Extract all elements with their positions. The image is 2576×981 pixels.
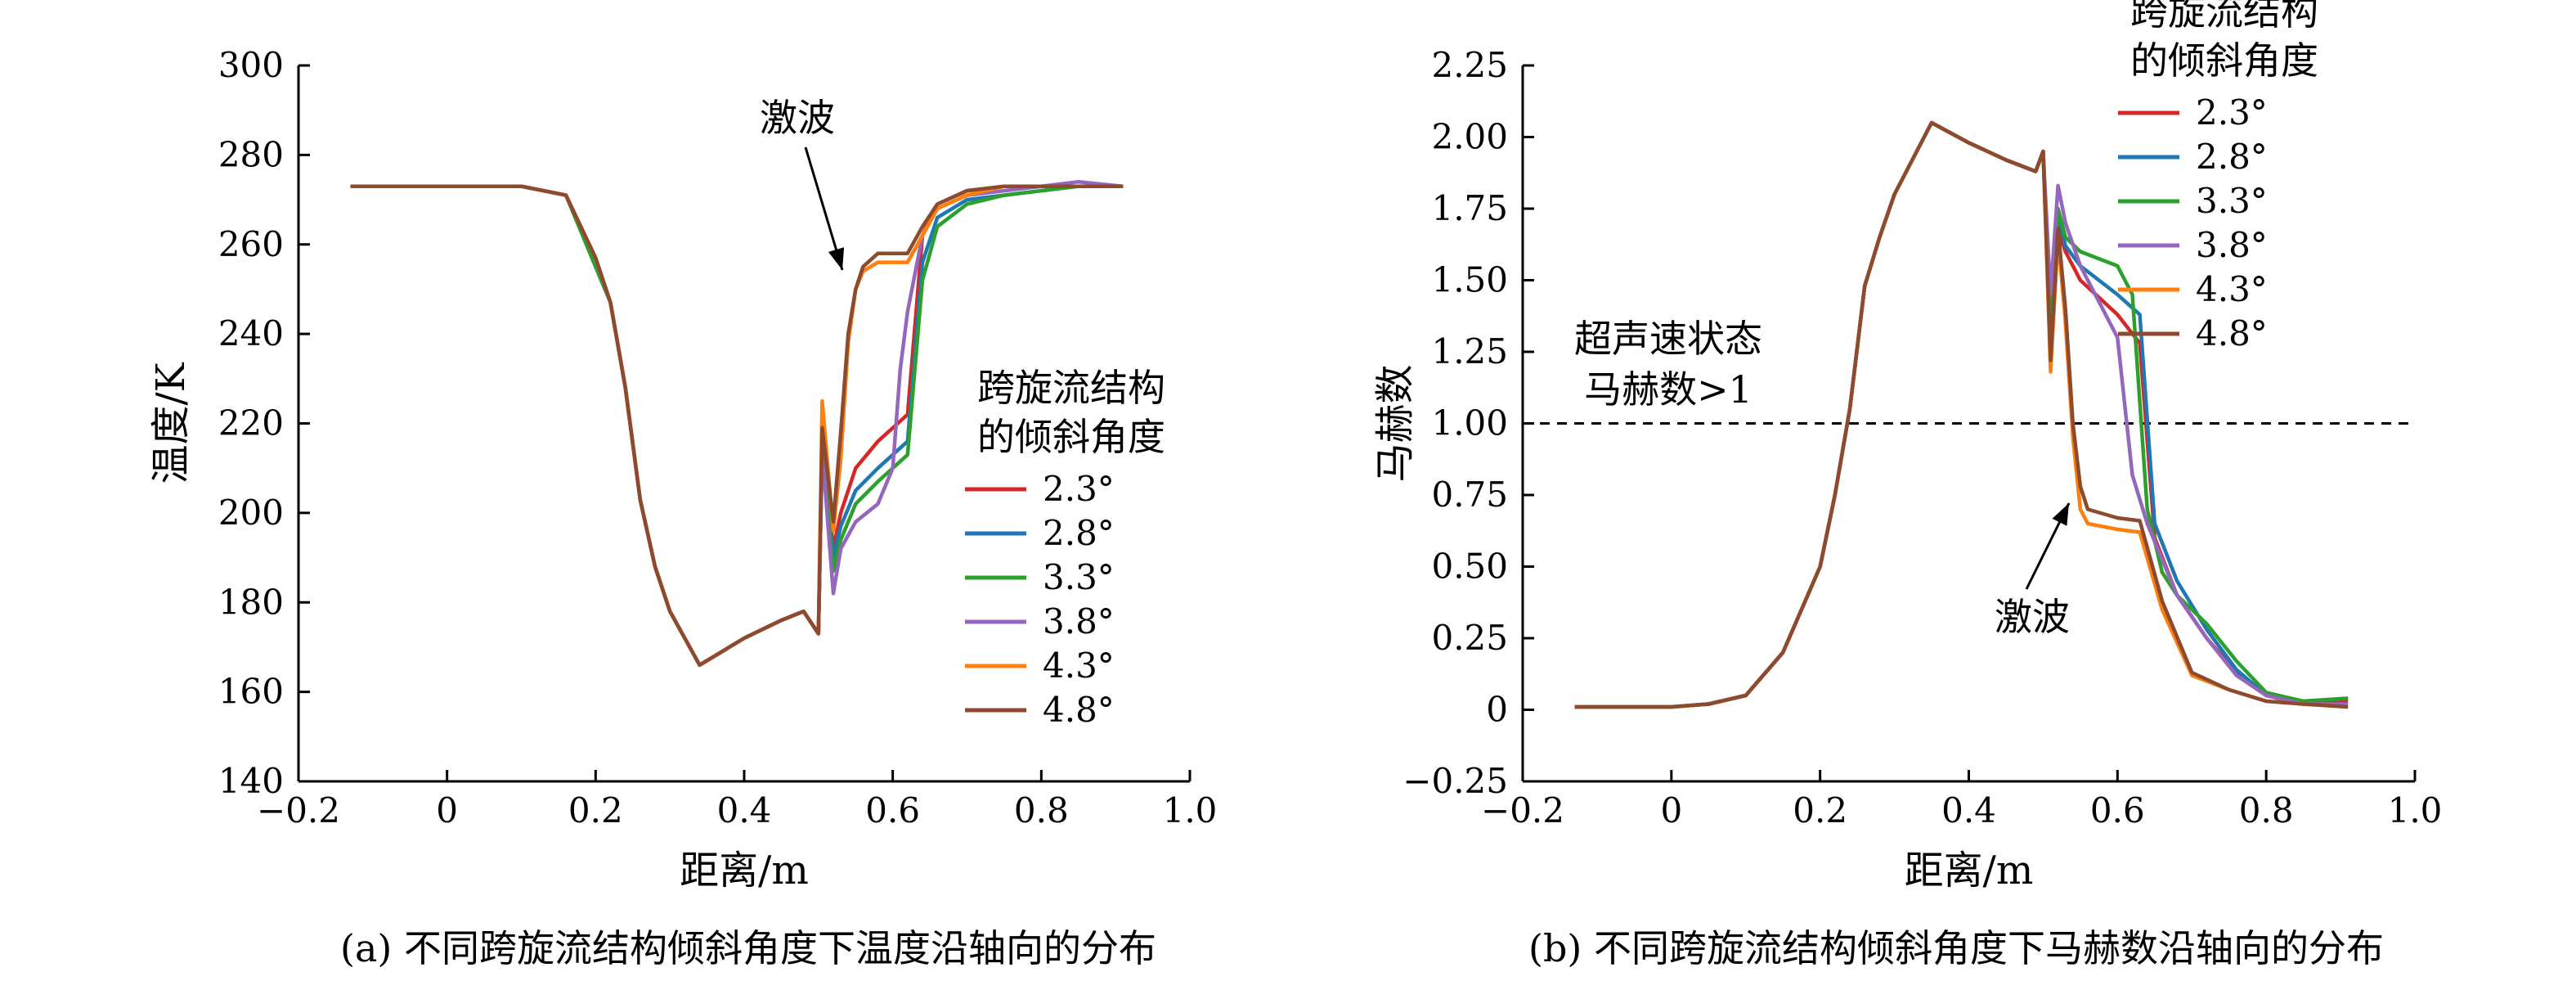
y-tick-label: −0.25 — [1402, 761, 1508, 801]
legend-label: 4.8° — [1043, 690, 1115, 730]
caption-a: (a) 不同跨旋流结构倾斜角度下温度沿轴向的分布 — [340, 926, 1156, 970]
annotation-text: 激波 — [760, 96, 835, 140]
y-tick-label: 1.50 — [1431, 260, 1508, 300]
legend-label: 3.3° — [2196, 181, 2268, 221]
x-tick-label: 0.6 — [2090, 790, 2145, 830]
x-tick-label: −0.2 — [257, 790, 340, 830]
y-tick-label: 140 — [218, 761, 284, 801]
x-tick-label: 0.4 — [717, 790, 772, 830]
y-axis-title: 温度/K — [148, 362, 194, 484]
x-tick-label: −0.2 — [1481, 790, 1564, 830]
y-tick-label: 1.25 — [1431, 331, 1508, 371]
y-tick-label: 220 — [218, 403, 284, 443]
y-tick-label: 2.25 — [1431, 45, 1508, 85]
y-tick-label: 1.75 — [1431, 188, 1508, 228]
y-tick-label: 300 — [218, 45, 284, 85]
annotation-text: 激波 — [1995, 595, 2070, 639]
legend-label: 2.3° — [1043, 469, 1115, 509]
annotation-arrowhead — [2052, 503, 2069, 526]
series-line-4.8° — [350, 184, 1124, 668]
legend-title: 跨旋流结构 — [977, 366, 1165, 410]
x-tick-label: 0.2 — [568, 790, 623, 830]
x-tick-label: 0.4 — [1941, 790, 1996, 830]
y-tick-label: 2.00 — [1431, 117, 1508, 157]
legend-title: 的倾斜角度 — [2130, 38, 2318, 83]
y-tick-label: 180 — [218, 582, 284, 622]
x-axis-title: 距离/m — [680, 848, 809, 893]
legend-label: 2.3° — [2196, 92, 2268, 133]
legend-label: 3.8° — [1043, 601, 1115, 641]
legend-label: 3.8° — [2196, 225, 2268, 265]
annotation-text: 马赫数>1 — [1584, 367, 1752, 412]
y-tick-label: 280 — [218, 134, 284, 174]
legend-label: 3.3° — [1043, 557, 1115, 597]
x-tick-label: 1.0 — [2388, 790, 2443, 830]
legend-label: 4.8° — [2196, 313, 2268, 353]
chart-mach: −0.2 0 0.2 0.4 0.6 0.8 1.0 −0.25 0 0.25 0.50 0.75 1.… — [1372, 0, 2442, 893]
legend-title: 的倾斜角度 — [977, 415, 1165, 459]
x-tick-label: 0 — [1660, 790, 1682, 830]
y-tick-label: 0.75 — [1431, 475, 1508, 515]
caption-b: (b) 不同跨旋流结构倾斜角度下马赫数沿轴向的分布 — [1528, 926, 2384, 970]
legend-label: 4.3° — [1043, 646, 1115, 686]
annotation-arrowhead — [828, 247, 845, 270]
legend-title: 跨旋流结构 — [2130, 0, 2318, 34]
x-tick-label: 0.8 — [2239, 790, 2294, 830]
y-tick-label: 200 — [218, 493, 284, 533]
y-tick-label: 0 — [1486, 690, 1508, 730]
x-tick-label: 1.0 — [1163, 790, 1218, 830]
y-tick-label: 160 — [218, 672, 284, 712]
x-axis-title: 距离/m — [1905, 848, 2034, 893]
x-tick-label: 0 — [436, 790, 458, 830]
y-tick-label: 1.00 — [1431, 403, 1508, 443]
y-tick-label: 240 — [218, 313, 284, 353]
y-tick-label: 260 — [218, 224, 284, 264]
x-tick-label: 0.8 — [1014, 790, 1069, 830]
legend-label: 2.8° — [1043, 513, 1115, 553]
x-tick-label: 0.2 — [1793, 790, 1847, 830]
y-tick-label: 0.50 — [1431, 547, 1508, 587]
legend-label: 2.8° — [2196, 137, 2268, 177]
series-line-4.8° — [1574, 120, 2349, 709]
x-tick-label: 0.6 — [865, 790, 920, 830]
chart-temperature: −0.2 0 0.2 0.4 0.6 0.8 1.0 140 160 180 200 220 240 26… — [148, 45, 1217, 893]
legend-label: 4.3° — [2196, 269, 2268, 309]
y-axis-title: 马赫数 — [1372, 364, 1418, 482]
annotation-arrow-line — [804, 146, 844, 271]
y-tick-label: 0.25 — [1431, 618, 1508, 658]
annotation-text: 超声速状态 — [1574, 317, 1762, 361]
